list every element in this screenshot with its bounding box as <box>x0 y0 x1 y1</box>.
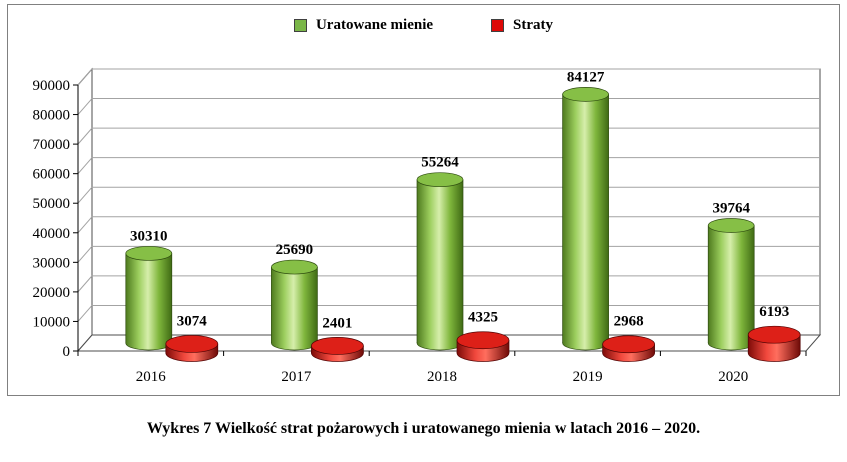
y-axis-label: 80000 <box>33 108 71 124</box>
y-axis-label: 10000 <box>33 314 71 330</box>
bar-straty-2017-top <box>311 337 364 355</box>
legend-label-uratowane-mienie: Uratowane mienie <box>315 17 434 33</box>
y-axis-label: 30000 <box>33 255 71 271</box>
side-wall <box>77 67 93 353</box>
y-axis-label: 90000 <box>33 78 71 94</box>
bar-uratowane-mienie-2019-body <box>562 94 609 344</box>
bar-uratowane-mienie-2017-body <box>271 267 318 343</box>
gridline-side <box>77 275 93 293</box>
chart-frame: 0 10000 20000 30000 40000 50000 60000 70000 8000… <box>7 4 840 396</box>
bar-value-straty-2016: 3074 <box>177 313 208 329</box>
gridline-side <box>77 246 93 263</box>
legend: Uratowane mienie Straty <box>8 17 839 34</box>
bar-value-uratowane-2019: 84127 <box>567 69 605 85</box>
x-axis-label-2020: 2020 <box>718 369 748 385</box>
bar-value-straty-2019: 2968 <box>614 314 644 330</box>
legend-label-straty: Straty <box>513 17 554 33</box>
gridline-side <box>77 127 93 145</box>
gridline-side <box>77 216 93 234</box>
legend-item-uratowane-mienie: Uratowane mienie <box>293 17 434 34</box>
x-axis-label-2018: 2018 <box>427 369 457 385</box>
bar-uratowane-mienie-2016-body <box>125 253 172 343</box>
legend-item-straty: Straty <box>491 17 553 34</box>
bar-uratowane-mienie-2017-top <box>271 259 318 275</box>
bar-value-straty-2017: 2401 <box>322 315 352 331</box>
bar-uratowane-mienie-2016-top <box>125 246 173 261</box>
y-axis-label: 40000 <box>33 226 71 242</box>
bar-value-straty-2018: 4325 <box>468 310 498 326</box>
x-axis-label-2019: 2019 <box>573 369 603 385</box>
bar-straty-2019-top <box>602 335 655 354</box>
bar-uratowane-mienie-2018-top <box>416 172 464 188</box>
gridline-side <box>77 157 93 174</box>
bar-value-straty-2020: 6193 <box>759 304 789 320</box>
bar-uratowane-mienie-2018-body <box>417 179 463 343</box>
y-axis-label: 0 <box>63 344 71 360</box>
y-axis-label: 70000 <box>33 137 71 153</box>
plot-area: 0 10000 20000 30000 40000 50000 60000 70000 8000… <box>33 67 822 385</box>
y-axis-label: 60000 <box>33 167 71 183</box>
bar-value-uratowane-2017: 25690 <box>276 242 314 258</box>
gridline-side <box>77 98 93 115</box>
bar-straty-2016-top <box>165 335 219 353</box>
bar-straty-2018-top <box>456 331 510 350</box>
y-axis-label: 50000 <box>33 196 71 212</box>
legend-swatch-green-icon <box>293 19 307 32</box>
bar-uratowane-mienie-2020-body <box>708 225 755 343</box>
gridline-side <box>77 68 93 86</box>
y-axis-label: 20000 <box>33 285 71 301</box>
chart-caption: Wykres 7 Wielkość strat pożarowych i ura… <box>146 420 701 437</box>
bar-value-uratowane-2020: 39764 <box>712 200 750 216</box>
bar-uratowane-mienie-2020-top <box>707 218 755 233</box>
bar-uratowane-mienie-2019-top <box>562 87 609 102</box>
x-axis-label-2017: 2017 <box>281 369 312 385</box>
legend-swatch-red-icon <box>491 19 505 32</box>
x-axis-label-2016: 2016 <box>136 369 167 385</box>
bar-straty-2020-top <box>747 325 801 344</box>
gridline-side <box>77 305 93 322</box>
bar-value-uratowane-2016: 30310 <box>130 228 168 244</box>
bar-value-uratowane-2018: 55264 <box>421 155 459 171</box>
gridline-side <box>77 186 93 204</box>
